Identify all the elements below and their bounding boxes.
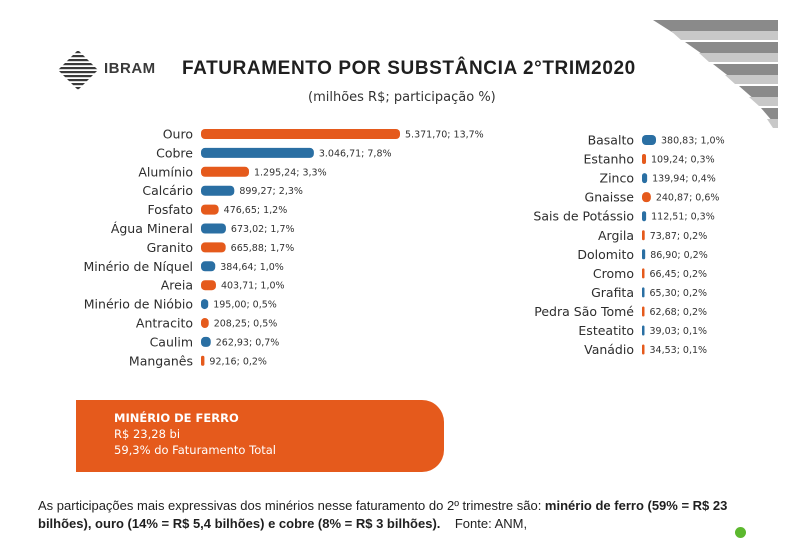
data-label: 39,03; 0,1%: [650, 326, 708, 337]
category-label: Basalto: [588, 133, 634, 148]
data-label: 1.295,24; 3,3%: [254, 167, 327, 178]
bar: [201, 185, 235, 196]
page-subtitle: (milhões R$; participação %): [308, 90, 496, 105]
banner-title: MINÉRIO DE FERRO: [114, 411, 239, 425]
ibram-logo-icon: [58, 51, 98, 90]
data-label: 112,51; 0,3%: [651, 212, 715, 223]
data-label: 65,30; 0,2%: [650, 288, 708, 299]
data-label: 240,87; 0,6%: [656, 193, 720, 204]
bar: [642, 325, 645, 336]
data-label: 403,71; 1,0%: [221, 281, 285, 292]
data-label: 86,90; 0,2%: [650, 250, 708, 261]
category-label: Ouro: [163, 127, 193, 142]
data-label: 73,87; 0,2%: [650, 231, 708, 242]
data-label: 109,24; 0,3%: [651, 155, 715, 166]
category-label: Cromo: [593, 266, 634, 281]
category-label: Argila: [598, 228, 634, 243]
data-label: 195,00; 0,5%: [213, 300, 277, 311]
category-label: Estanho: [584, 152, 634, 167]
logo-text: IBRAM: [104, 60, 156, 77]
bar: [642, 249, 646, 260]
green-dot-icon: [735, 527, 746, 538]
bar: [642, 154, 647, 165]
footer-note: As participações mais expressivas dos mi…: [38, 497, 758, 533]
data-label: 3.046,71; 7,8%: [319, 148, 392, 159]
bar: [642, 268, 645, 279]
bar: [201, 299, 209, 310]
data-label: 139,94; 0,4%: [652, 174, 716, 185]
bar: [201, 318, 209, 328]
bar: [642, 211, 647, 222]
bar: [642, 287, 645, 298]
data-label: 384,64; 1,0%: [220, 262, 284, 273]
bar: [642, 344, 645, 355]
footer-bold-text: minério de ferro (59% = R$ 23 bilhões), …: [38, 498, 728, 531]
data-label: 92,16; 0,2%: [209, 356, 267, 367]
bar: [201, 242, 226, 253]
category-label: Pedra São Tomé: [534, 304, 634, 319]
bar: [201, 166, 249, 177]
category-label: Caulim: [150, 334, 193, 349]
category-label: Granito: [147, 240, 193, 255]
bar: [201, 355, 205, 366]
category-label: Zinco: [600, 171, 634, 186]
data-label: 5.371,70; 13,7%: [405, 130, 484, 141]
category-label: Alumínio: [138, 164, 193, 179]
category-label: Esteatito: [578, 323, 634, 338]
category-label: Dolomito: [577, 247, 634, 262]
category-label: Grafita: [591, 285, 634, 300]
data-label: 34,53; 0,1%: [650, 345, 708, 356]
category-label: Manganês: [129, 353, 193, 368]
category-label: Antracito: [136, 316, 193, 331]
footer-source: Fonte: ANM,: [454, 516, 528, 531]
category-label: Minério de Níquel: [83, 259, 193, 274]
data-label: 476,65; 1,2%: [224, 205, 288, 216]
bar: [201, 129, 400, 139]
data-label: 673,02; 1,7%: [231, 224, 295, 235]
bar: [642, 192, 651, 203]
category-label: Minério de Nióbio: [84, 297, 193, 312]
page-title: FATURAMENTO POR SUBSTÂNCIA 2°TRIM2020: [182, 58, 636, 79]
bar: [642, 306, 645, 317]
decorative-stripes-icon: [653, 20, 778, 128]
data-label: 66,45; 0,2%: [650, 269, 708, 280]
data-label: 899,27; 2,3%: [239, 186, 303, 197]
bar: [642, 230, 645, 241]
bar: [201, 336, 211, 347]
data-label: 262,93; 0,7%: [216, 337, 280, 348]
banner-share: 59,3% do Faturamento Total: [114, 443, 276, 457]
data-label: 62,68; 0,2%: [650, 307, 708, 318]
bar: [201, 204, 219, 215]
bar: [201, 223, 226, 234]
data-label: 208,25; 0,5%: [214, 319, 278, 330]
bar: [201, 147, 314, 158]
data-label: 665,88; 1,7%: [231, 243, 295, 254]
iron-ore-banner: MINÉRIO DE FERRO R$ 23,28 bi 59,3% do Fa…: [76, 400, 444, 472]
category-label: Areia: [161, 278, 193, 293]
banner-value: R$ 23,28 bi: [114, 427, 181, 441]
bar: [201, 261, 216, 272]
category-label: Sais de Potássio: [533, 209, 634, 224]
category-label: Vanádio: [584, 342, 634, 357]
category-label: Água Mineral: [111, 221, 193, 236]
footer-text: As participações mais expressivas dos mi…: [38, 498, 545, 513]
bar: [201, 280, 216, 291]
category-label: Fosfato: [147, 202, 193, 217]
bar: [642, 135, 656, 145]
data-label: 380,83; 1,0%: [661, 136, 725, 147]
category-label: Cobre: [156, 145, 193, 160]
category-label: Calcário: [142, 183, 193, 198]
bar: [642, 173, 648, 184]
category-label: Gnaisse: [585, 190, 635, 205]
